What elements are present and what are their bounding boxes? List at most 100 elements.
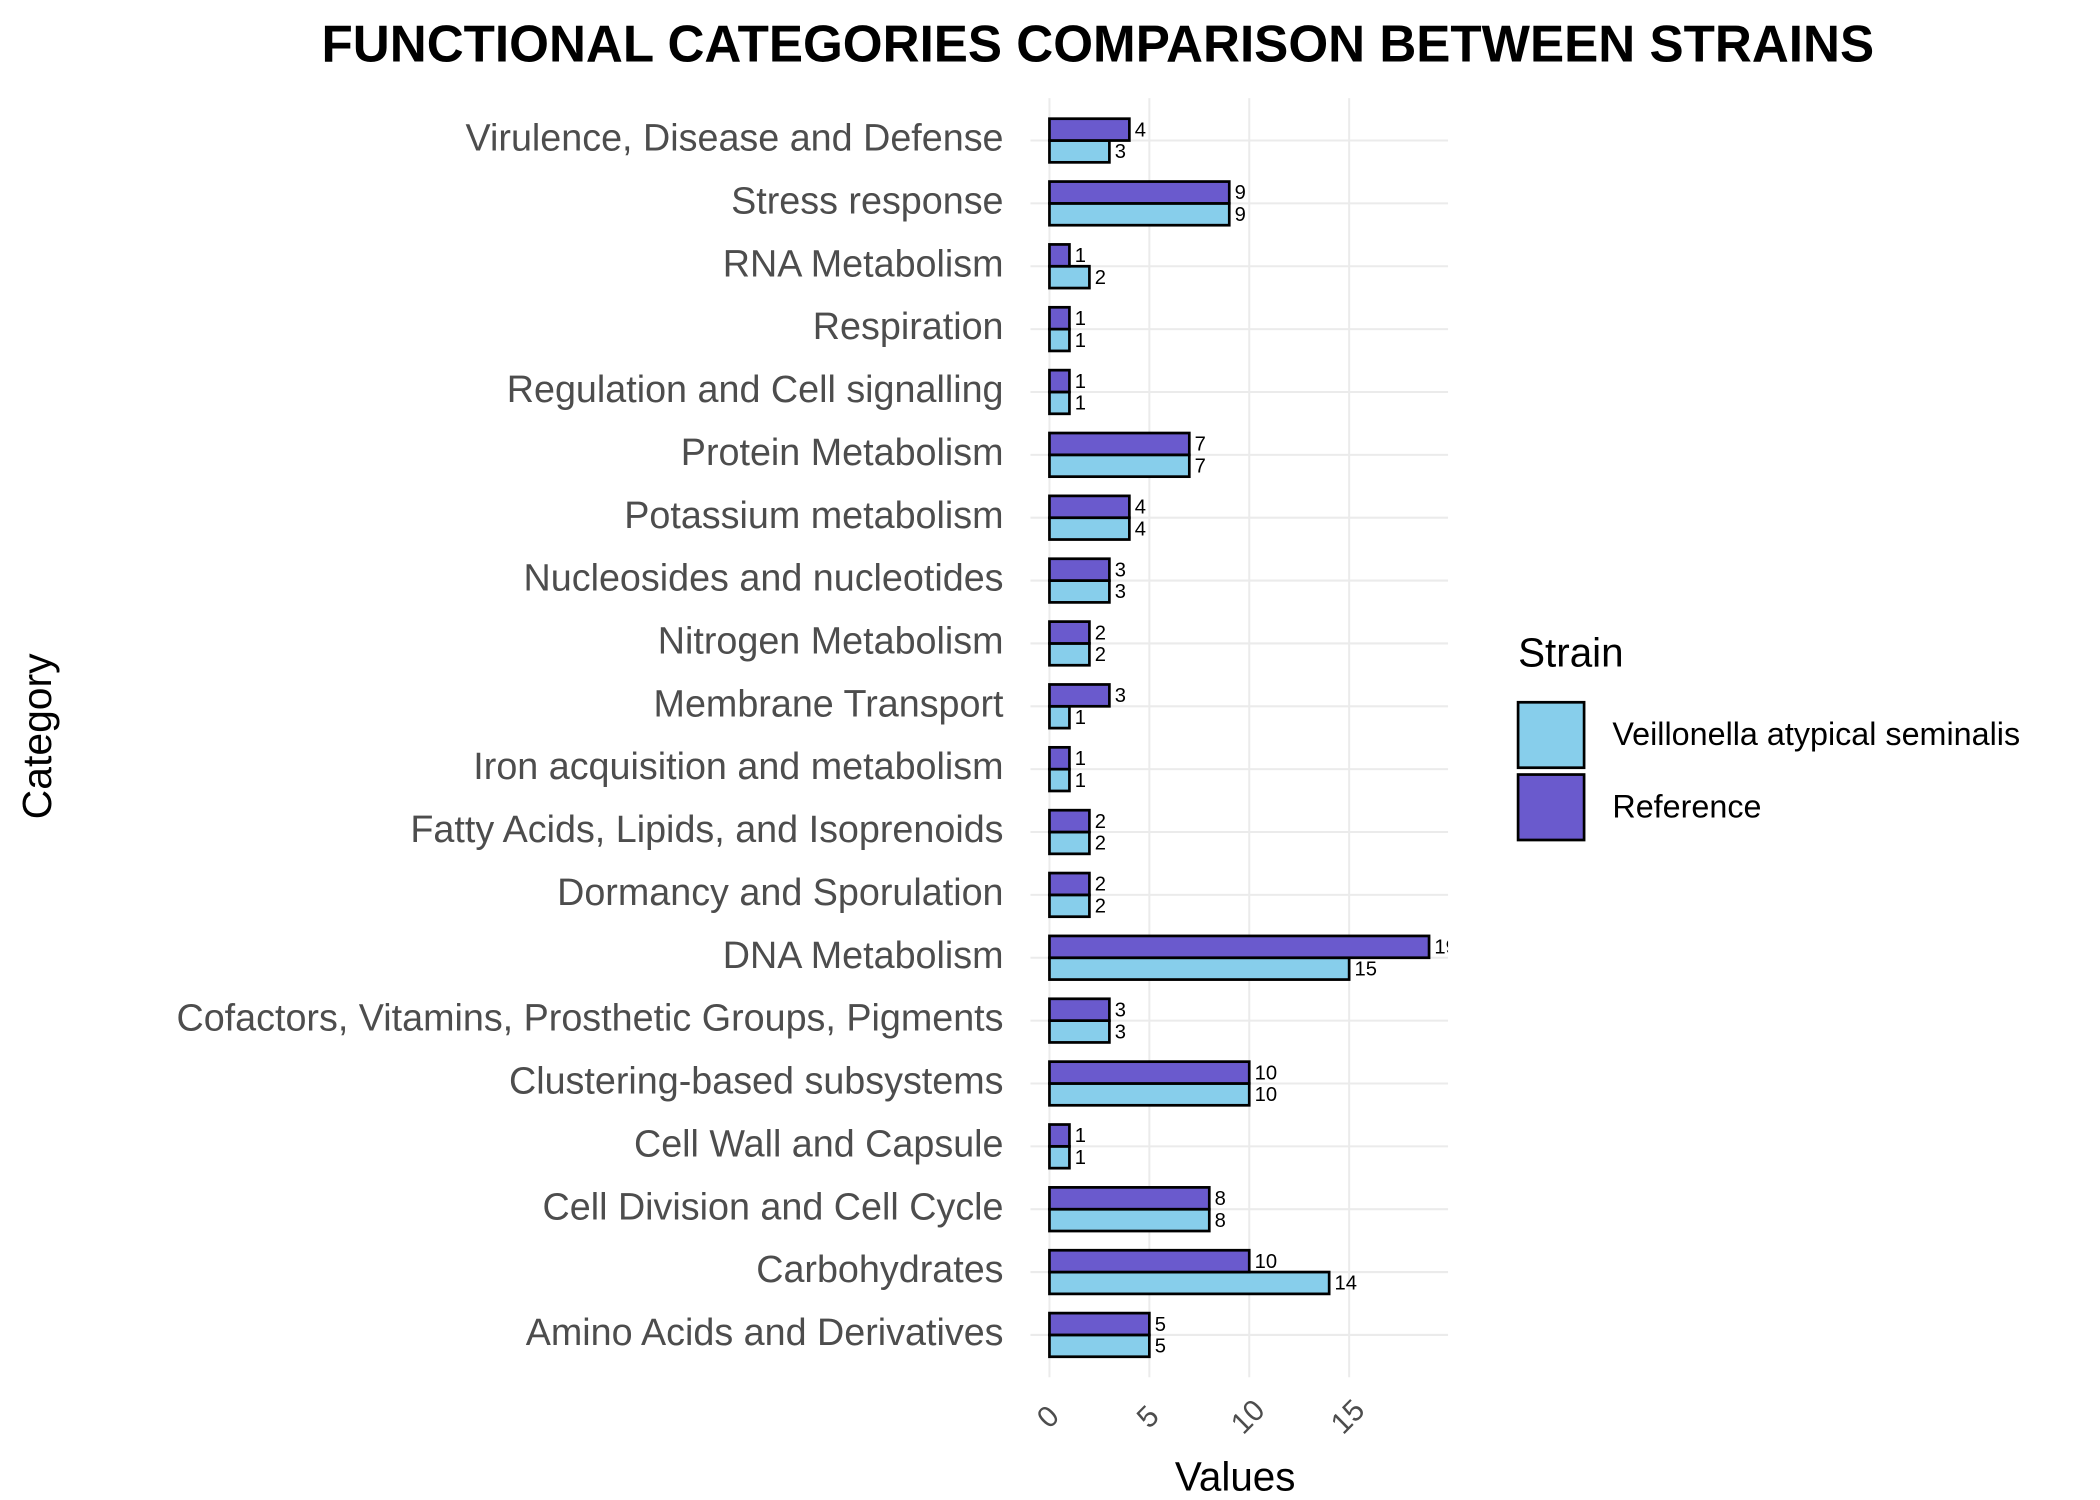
legend-title: Strain (1518, 629, 1624, 675)
value-label: 3 (1115, 559, 1126, 581)
value-label: 3 (1115, 999, 1126, 1021)
y-axis-title: Category (14, 653, 60, 820)
bar (1048, 180, 1231, 205)
y-tick-label: Dormancy and Sporulation (557, 872, 1003, 914)
bar (1048, 1270, 1331, 1296)
bar (1048, 1333, 1151, 1359)
y-tick-label: Nucleosides and nucleotides (524, 557, 1004, 599)
bar (1048, 579, 1111, 604)
bar (1048, 139, 1111, 164)
legend-key (1516, 773, 1586, 842)
legend-label: Veillonella atypical seminalis (1612, 716, 2020, 752)
y-tick-label: Cofactors, Vitamins, Prosthetic Groups, … (176, 997, 1003, 1039)
y-tick-label: Carbohydrates (756, 1249, 1003, 1291)
value-label: 1 (1075, 308, 1086, 330)
bar (1048, 767, 1071, 793)
plot-area: 3921174321122153101814549111743231221931… (1048, 117, 1456, 1359)
value-label: 3 (1115, 1021, 1126, 1043)
bar (1048, 368, 1071, 394)
chart-title: FUNCTIONAL CATEGORIES COMPARISON BETWEEN… (322, 14, 1875, 72)
x-tick-label: 15 (1325, 1393, 1371, 1440)
bar (1048, 1311, 1151, 1337)
y-tick-label: Cell Wall and Capsule (634, 1123, 1004, 1165)
value-label: 3 (1115, 141, 1126, 163)
bar (1048, 117, 1131, 142)
legend-key (1516, 700, 1586, 770)
x-tick-label: 5 (1131, 1399, 1166, 1434)
bar (1048, 453, 1191, 479)
value-label: 10 (1255, 1062, 1277, 1084)
value-label: 4 (1135, 119, 1146, 141)
y-tick-label: Clustering-based subsystems (509, 1060, 1004, 1102)
value-label: 5 (1155, 1314, 1166, 1336)
bar (1048, 871, 1091, 897)
value-label: 1 (1075, 770, 1086, 792)
value-label: 2 (1095, 895, 1106, 917)
bar (1048, 202, 1231, 227)
bar (1048, 745, 1071, 771)
y-tick-label: Potassium metabolism (624, 495, 1003, 537)
bar (1048, 934, 1431, 960)
y-tick-label: Virulence, Disease and Defense (466, 117, 1004, 159)
x-tick-label: 10 (1225, 1393, 1271, 1440)
bar (1048, 997, 1111, 1022)
legend-label: Reference (1612, 788, 1761, 824)
value-label: 9 (1235, 182, 1246, 204)
bar (1048, 390, 1071, 416)
value-label: 3 (1115, 685, 1126, 707)
value-label: 1 (1075, 1147, 1086, 1169)
bar (1048, 1123, 1071, 1148)
value-label: 2 (1095, 874, 1106, 896)
value-label: 1 (1075, 330, 1086, 352)
value-label: 8 (1215, 1188, 1226, 1210)
grid (1030, 98, 1449, 1378)
bar (1048, 431, 1191, 457)
y-tick-label: Fatty Acids, Lipids, and Isoprenoids (410, 809, 1003, 851)
bar (1048, 893, 1091, 919)
bar (1048, 1207, 1211, 1233)
value-label: 10 (1255, 1251, 1277, 1273)
y-tick-label: Iron acquisition and metabolism (473, 746, 1003, 788)
value-label: 9 (1235, 204, 1246, 226)
value-label: 4 (1135, 496, 1146, 518)
value-label: 19 (1434, 937, 1456, 959)
value-label: 8 (1215, 1210, 1226, 1232)
value-label: 1 (1075, 245, 1086, 267)
value-label: 1 (1075, 748, 1086, 770)
value-label: 2 (1095, 811, 1106, 833)
bar (1048, 264, 1091, 290)
value-label: 1 (1075, 393, 1086, 415)
value-label: 15 (1355, 958, 1377, 980)
value-label: 14 (1335, 1273, 1357, 1295)
bar (1048, 956, 1351, 981)
value-label: 1 (1075, 371, 1086, 393)
value-label: 2 (1095, 833, 1106, 855)
value-label: 2 (1095, 267, 1106, 289)
bar (1048, 1082, 1251, 1107)
bar (1048, 808, 1091, 834)
y-tick-label: Nitrogen Metabolism (658, 620, 1004, 662)
bar (1048, 1144, 1071, 1170)
bar (1048, 830, 1091, 856)
x-axis-title: Values (1175, 1453, 1296, 1499)
bar (1048, 1060, 1251, 1085)
value-label: 7 (1195, 455, 1206, 477)
bar (1048, 516, 1131, 541)
bar (1048, 620, 1091, 645)
bar (1048, 704, 1071, 730)
bar (1048, 243, 1071, 268)
bar (1048, 1248, 1251, 1274)
bar (1048, 683, 1111, 708)
bar (1048, 557, 1111, 582)
bar (1048, 1186, 1211, 1211)
y-tick-label: Regulation and Cell signalling (507, 369, 1004, 411)
x-tick-label: 0 (1031, 1399, 1066, 1434)
value-label: 7 (1195, 434, 1206, 456)
value-label: 3 (1115, 581, 1126, 603)
value-label: 2 (1095, 622, 1106, 644)
value-label: 5 (1155, 1336, 1166, 1358)
y-tick-label: Stress response (731, 180, 1003, 222)
bar (1048, 305, 1071, 331)
value-label: 4 (1135, 518, 1146, 540)
